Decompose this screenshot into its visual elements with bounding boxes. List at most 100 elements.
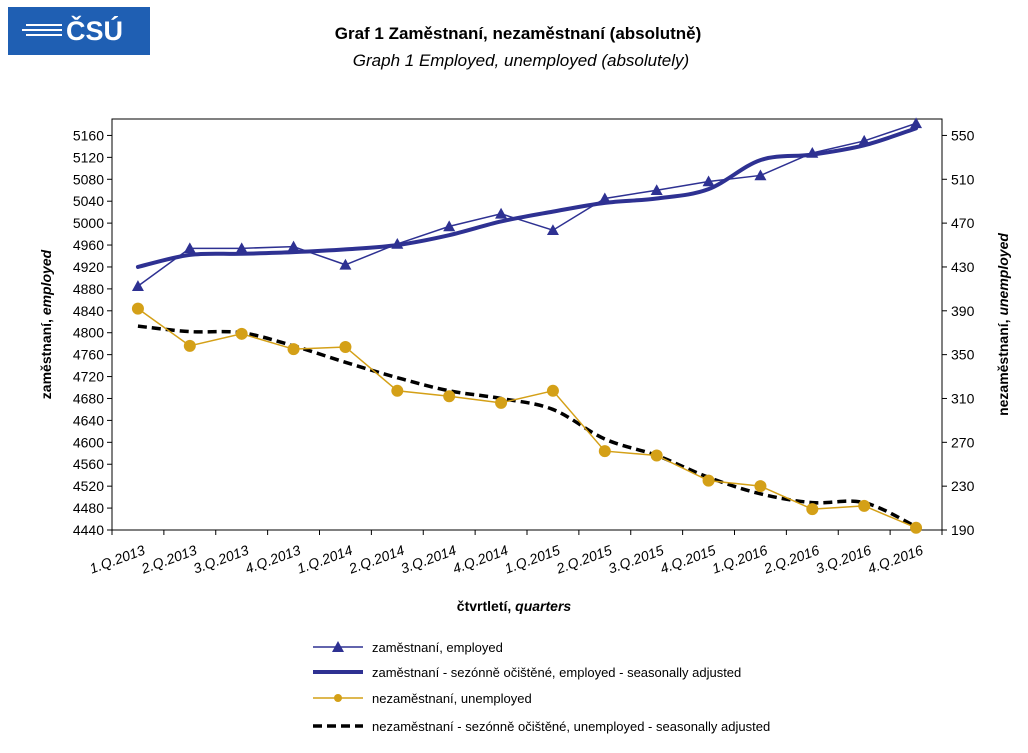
x-axis-tick-label: 1.Q.2015: [502, 542, 562, 577]
legend-item-3: nezaměstnaní, unemployed: [313, 691, 532, 706]
x-axis-tick-label: 2.Q.2014: [346, 542, 407, 577]
right-axis-tick-label: 550: [951, 127, 975, 143]
left-axis-tick-label: 4880: [73, 281, 104, 297]
data-point-triangle: [754, 169, 767, 181]
x-axis-title: čtvrtletí, quarters: [457, 598, 572, 614]
data-point-circle: [650, 449, 663, 462]
left-axis-tick-label: 5080: [73, 171, 104, 187]
data-point-triangle: [287, 240, 300, 252]
left-axis-tick-label: 5000: [73, 215, 104, 231]
data-point-circle: [858, 499, 871, 512]
x-axis-tick-label: 3.Q.2015: [606, 542, 666, 577]
data-point-circle: [754, 480, 767, 493]
data-point-triangle: [443, 220, 456, 232]
data-point-circle: [131, 302, 144, 315]
data-point-triangle: [702, 175, 715, 187]
legend-circle-marker: [334, 694, 342, 702]
right-axis-tick-label: 350: [951, 347, 975, 363]
legend-item-1: zaměstnaní, employed: [313, 640, 503, 655]
x-axis-tick-label: 2.Q.2016: [761, 542, 822, 577]
data-point-circle: [546, 384, 559, 397]
x-axis-tick-label: 4.Q.2015: [658, 542, 718, 577]
x-axis-tick-label: 3.Q.2014: [399, 542, 459, 577]
x-axis-tick-label: 1.Q.2014: [295, 542, 355, 577]
series-4: [137, 324, 917, 529]
x-axis-tick-label: 4.Q.2013: [243, 542, 303, 577]
logo-lines-icon: [22, 24, 62, 40]
right-axis-tick-label: 190: [951, 522, 975, 538]
left-axis-title: zaměstnaní, employed: [38, 249, 54, 399]
data-point-triangle: [806, 146, 819, 158]
left-axis-tick-label: 5040: [73, 193, 104, 209]
right-axis-tick-label: 390: [951, 303, 975, 319]
data-point-circle: [339, 340, 352, 353]
legend-label: nezaměstnaní - sezónně očištěné, unemplo…: [372, 719, 770, 734]
data-point-triangle: [598, 192, 611, 204]
right-axis-tick-label: 310: [951, 390, 975, 406]
data-point-circle: [443, 390, 456, 403]
x-axis-tick-label: 3.Q.2013: [191, 542, 251, 577]
data-point-circle: [806, 503, 819, 516]
series-2: [135, 126, 919, 269]
data-point-circle: [910, 521, 923, 534]
legend-item-4: nezaměstnaní - sezónně očištěné, unemplo…: [313, 719, 770, 734]
series-line: [137, 324, 917, 529]
data-point-triangle: [131, 280, 144, 291]
left-axis-tick-label: 4920: [73, 259, 104, 275]
x-axis-tick-label: 3.Q.2016: [814, 542, 874, 577]
data-point-triangle: [339, 258, 352, 270]
data-point-circle: [235, 327, 248, 340]
plot-frame: [111, 118, 943, 531]
x-axis-tick-label: 1.Q.2013: [87, 542, 147, 577]
legend-item-2: zaměstnaní - sezónně očištěné, employed …: [313, 665, 741, 680]
data-point-circle: [183, 339, 196, 352]
right-axis-title: nezaměstnaní, unemployed: [995, 233, 1011, 416]
x-axis-tick-label: 4.Q.2016: [865, 542, 925, 577]
series-3: [131, 302, 923, 534]
data-point-triangle: [910, 117, 923, 129]
csu-logo: ČSÚ: [8, 7, 150, 55]
left-axis-tick-label: 5120: [73, 149, 104, 165]
left-axis-tick-label: 4840: [73, 303, 104, 319]
left-axis-tick-label: 4680: [73, 390, 104, 406]
data-point-triangle: [183, 242, 196, 254]
data-point-triangle: [235, 242, 248, 254]
left-axis-tick-label: 4440: [73, 522, 104, 538]
left-axis-tick-label: 4520: [73, 478, 104, 494]
x-axis-tick-label: 1.Q.2016: [710, 542, 770, 577]
legend-label: nezaměstnaní, unemployed: [372, 691, 532, 706]
series-line: [135, 126, 919, 269]
data-point-triangle: [650, 184, 663, 196]
right-axis-tick-label: 430: [951, 259, 975, 275]
logo-text: ČSÚ: [66, 16, 124, 46]
data-point-triangle: [546, 224, 559, 236]
series-line: [137, 122, 917, 287]
series-line: [137, 307, 917, 529]
data-point-triangle: [391, 237, 404, 249]
data-point-circle: [598, 445, 611, 458]
data-point-circle: [702, 474, 715, 487]
legend-label: zaměstnaní, employed: [372, 640, 503, 655]
left-axis-tick-label: 4720: [73, 369, 104, 385]
right-axis-tick-label: 230: [951, 478, 975, 494]
chart-title-english: Graph 1 Employed, unemployed (absolutely…: [352, 51, 690, 70]
right-axis-tick-label: 270: [951, 434, 975, 450]
legend-triangle-marker: [332, 641, 344, 652]
series-1: [131, 117, 923, 291]
x-axis-tick-label: 4.Q.2014: [450, 542, 510, 577]
legend-label: zaměstnaní - sezónně očištěné, employed …: [372, 665, 741, 680]
data-point-circle: [391, 384, 404, 397]
left-axis-tick-label: 4640: [73, 412, 104, 428]
left-axis-tick-label: 5160: [73, 127, 104, 143]
data-point-circle: [495, 396, 508, 409]
data-point-circle: [287, 343, 300, 356]
x-axis-tick-label: 2.Q.2015: [553, 542, 614, 577]
left-axis-tick-label: 4560: [73, 456, 104, 472]
left-axis-tick-label: 4600: [73, 434, 104, 450]
left-axis-tick-label: 4800: [73, 325, 104, 341]
chart-title-czech: Graf 1 Zaměstnaní, nezaměstnaní (absolut…: [334, 24, 702, 43]
data-point-triangle: [858, 134, 871, 146]
data-point-triangle: [495, 207, 508, 219]
left-axis-tick-label: 4960: [73, 237, 104, 253]
